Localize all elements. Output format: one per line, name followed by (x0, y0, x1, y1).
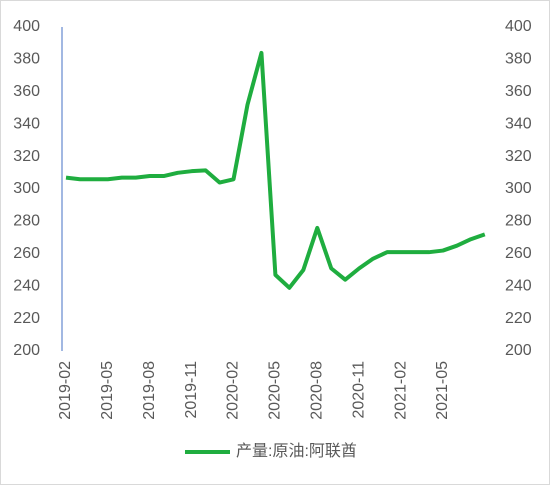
y2-tick-label: 300 (505, 180, 532, 197)
y2-tick-label: 380 (505, 51, 532, 68)
x-tick-label: 2021-02 (392, 361, 409, 420)
y-tick-label: 200 (13, 342, 40, 359)
data-line (65, 50, 486, 290)
x-tick-label: 2019-02 (57, 361, 74, 420)
x-tick-label: 2019-11 (183, 361, 200, 419)
y2-tick-label: 220 (505, 310, 532, 327)
y2-tick-label: 260 (505, 245, 532, 262)
y2-tick-label: 340 (505, 115, 532, 132)
y-tick-label: 300 (13, 180, 40, 197)
y-tick-label: 280 (13, 213, 40, 230)
y2-tick-label: 240 (505, 277, 532, 294)
x-tick-label: 2020-02 (225, 361, 242, 420)
y2-tick-label: 360 (505, 83, 532, 100)
y-tick-label: 360 (13, 83, 40, 100)
y2-tick-label: 400 (505, 18, 532, 35)
x-tick-label: 2019-08 (141, 361, 158, 420)
legend-label: 产量:原油:阿联酋 (236, 442, 357, 460)
x-tick-label: 2020-08 (308, 361, 325, 420)
x-tick-label: 2021-05 (434, 361, 451, 420)
x-tick-label: 2020-05 (267, 361, 284, 420)
y-tick-label: 260 (13, 245, 40, 262)
x-tick-label: 2020-11 (350, 361, 367, 419)
y2-tick-label: 200 (505, 342, 532, 359)
y2-tick-label: 280 (505, 213, 532, 230)
y-tick-label: 400 (13, 18, 40, 35)
x-tick-label: 2019-05 (99, 361, 116, 420)
y-tick-label: 340 (13, 115, 40, 132)
y-tick-label: 380 (13, 51, 40, 68)
y-tick-label: 320 (13, 148, 40, 165)
y-tick-label: 240 (13, 277, 40, 294)
y2-tick-label: 320 (505, 148, 532, 165)
y-tick-label: 220 (13, 310, 40, 327)
